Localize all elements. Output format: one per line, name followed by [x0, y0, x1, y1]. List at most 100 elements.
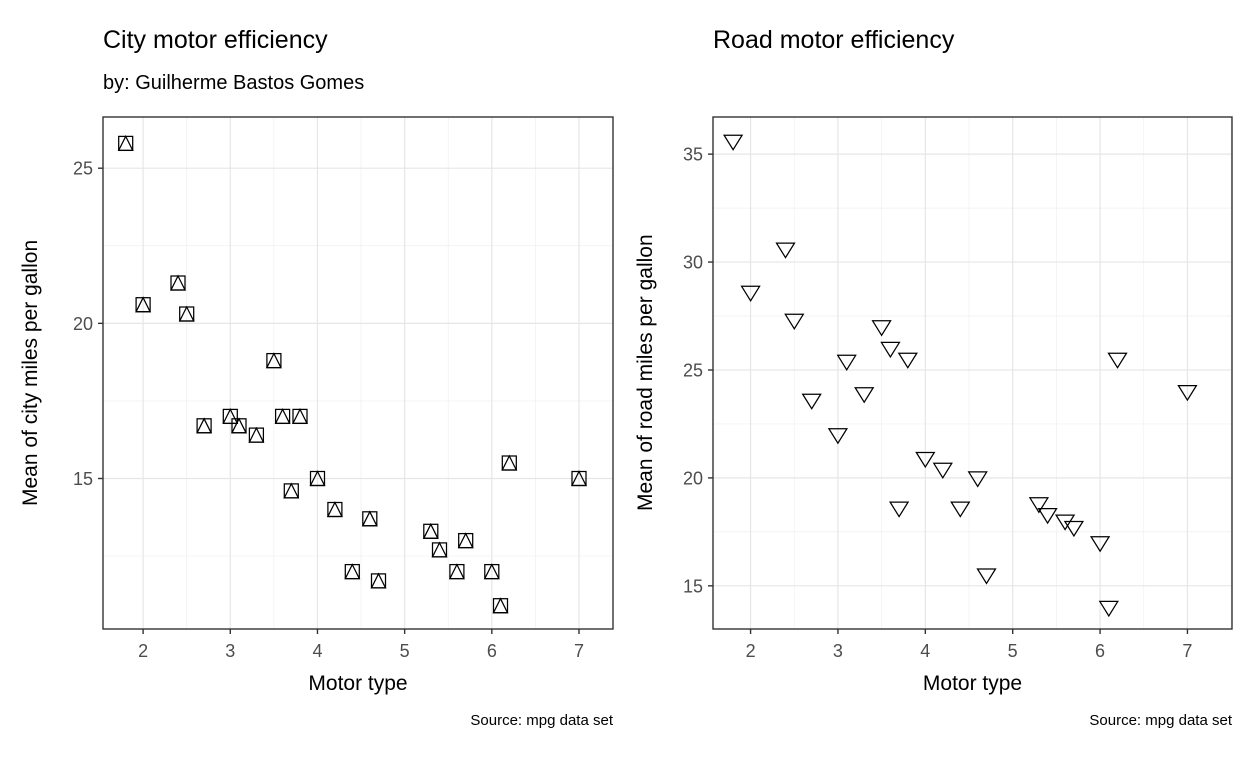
triangle-down-marker-icon: [871, 320, 892, 337]
triangle-down-marker-icon: [775, 242, 796, 259]
square-triangle-marker-icon: [169, 274, 187, 291]
data-point: [1107, 352, 1128, 369]
square-triangle-marker-icon: [248, 426, 265, 443]
data-point: [344, 563, 361, 580]
square-triangle-marker-icon: [457, 532, 474, 549]
square-triangle-marker-icon: [501, 454, 518, 471]
triangle-down-marker-icon: [888, 501, 910, 518]
square-triangle-marker-icon: [370, 572, 387, 589]
square-triangle-marker-icon: [230, 417, 248, 434]
square-triangle-marker-icon: [196, 417, 213, 434]
chart-caption: Source: mpg data set: [470, 712, 613, 729]
data-point: [1028, 497, 1050, 514]
chart-title: City motor efficiency: [103, 26, 328, 54]
triangle-down-marker-icon: [1098, 600, 1119, 618]
x-axis-title: Motor type: [922, 672, 1023, 695]
y-tick-label: 15: [683, 576, 703, 596]
data-point: [501, 454, 518, 471]
data-point: [265, 352, 282, 369]
x-axis-title: Motor type: [308, 672, 408, 695]
chart-title: Road motor efficiency: [713, 26, 955, 54]
data-point: [248, 426, 265, 443]
triangle-down-marker-icon: [784, 313, 805, 330]
plot-panel: 2 3 4 5 6 7 15 20 25 30 35: [683, 116, 1233, 661]
data-point: [326, 501, 343, 518]
data-point: [1054, 514, 1076, 531]
x-tick-label: 6: [1095, 641, 1105, 661]
triangle-down-marker-icon: [976, 568, 997, 585]
data-point: [230, 417, 248, 434]
data-point: [897, 352, 918, 369]
data-point: [827, 428, 849, 445]
panel-border: [712, 116, 1233, 630]
data-point: [967, 471, 988, 488]
triangle-down-marker-icon: [897, 352, 918, 369]
square-triangle-marker-icon: [117, 135, 134, 152]
x-tick-label: 4: [920, 641, 930, 661]
data-point: [740, 285, 761, 302]
data-point: [976, 568, 997, 585]
triangle-down-marker-icon: [1177, 384, 1198, 402]
data-point: [871, 320, 892, 337]
data-point: [483, 563, 500, 580]
triangle-down-marker-icon: [880, 341, 901, 359]
data-point: [722, 134, 744, 151]
x-tick-label: 3: [833, 641, 843, 661]
data-point: [178, 305, 195, 322]
square-triangle-marker-icon: [283, 482, 300, 499]
data-point: [801, 393, 822, 410]
data-point: [448, 563, 465, 580]
data-point: [196, 417, 213, 434]
x-tick-label: 5: [1008, 641, 1018, 661]
square-triangle-marker-icon: [326, 501, 343, 518]
square-triangle-marker-icon: [448, 563, 465, 580]
data-point: [222, 408, 239, 425]
data-point: [880, 341, 901, 359]
x-tick-label: 7: [1182, 641, 1192, 661]
square-triangle-marker-icon: [309, 470, 326, 487]
x-tick-label: 4: [312, 641, 322, 661]
data-point: [361, 510, 378, 527]
y-tick-label: 25: [683, 360, 703, 380]
data-point: [950, 501, 971, 518]
panel-background: [713, 117, 1232, 629]
square-triangle-marker-icon: [291, 408, 309, 425]
triangle-down-marker-icon: [1054, 514, 1076, 531]
y-tick-label: 20: [683, 468, 703, 488]
data-point: [775, 242, 796, 259]
triangle-down-marker-icon: [836, 354, 857, 371]
triangle-down-marker-icon: [722, 134, 744, 151]
data-point: [291, 408, 309, 425]
square-triangle-marker-icon: [483, 563, 500, 580]
data-point: [915, 451, 936, 469]
chart-subtitle: by: Guilherme Bastos Gomes: [103, 72, 365, 94]
data-point: [1089, 536, 1111, 553]
y-tick-label: 20: [73, 314, 93, 334]
y-tick-label: 30: [683, 253, 703, 273]
data-point: [457, 532, 474, 549]
data-point: [274, 408, 291, 425]
data-point: [169, 274, 187, 291]
x-tick-label: 3: [225, 641, 235, 661]
square-triangle-marker-icon: [222, 408, 239, 425]
square-triangle-marker-icon: [431, 541, 448, 558]
triangle-down-marker-icon: [932, 462, 953, 479]
data-point: [283, 482, 300, 499]
triangle-down-marker-icon: [740, 285, 761, 302]
data-point: [932, 462, 953, 479]
x-tick-label: 5: [400, 641, 410, 661]
triangle-down-marker-icon: [801, 393, 822, 410]
square-triangle-marker-icon: [265, 352, 282, 369]
square-triangle-marker-icon: [361, 510, 378, 527]
data-point: [784, 313, 805, 330]
data-point: [370, 572, 387, 589]
square-triangle-marker-icon: [422, 522, 439, 539]
data-point: [117, 135, 134, 152]
square-triangle-marker-icon: [492, 597, 509, 614]
chart-caption: Source: mpg data set: [1089, 712, 1232, 729]
data-point: [1177, 384, 1198, 402]
triangle-down-marker-icon: [1063, 520, 1085, 538]
triangle-down-marker-icon: [915, 451, 936, 469]
data-point: [1098, 600, 1119, 618]
